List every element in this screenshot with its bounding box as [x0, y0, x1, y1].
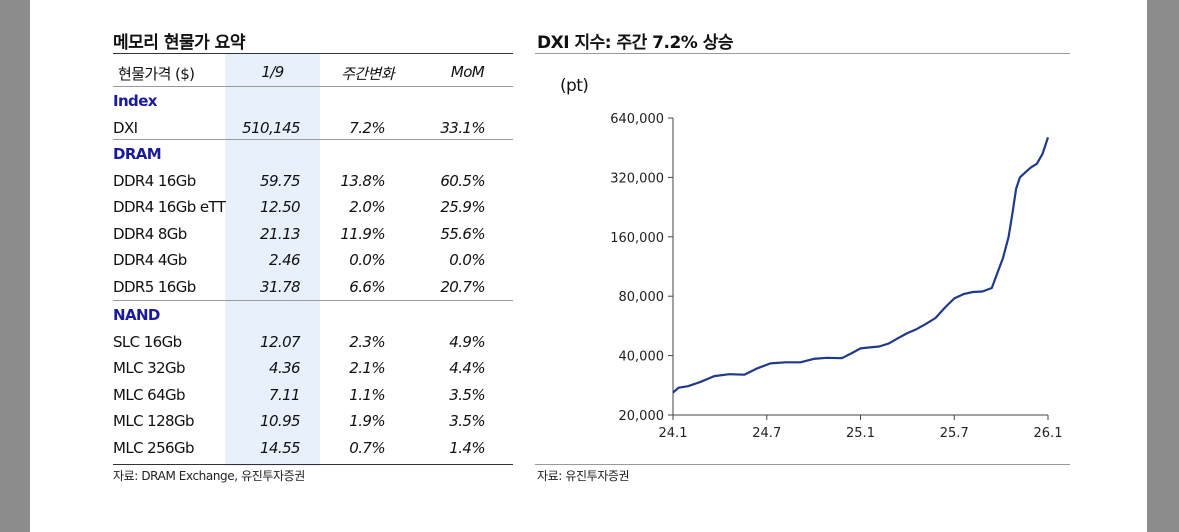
row-mom: 20.7% [440, 277, 485, 296]
y-tick-label: 320,000 [610, 171, 664, 186]
header-date: 1/9 [261, 63, 284, 81]
header-item: 현물가격 ($) [118, 65, 195, 83]
x-tick-label: 25.1 [846, 426, 875, 441]
table-bottom-rule [113, 464, 513, 465]
header-rule [113, 86, 513, 87]
row-price: 59.75 [260, 171, 301, 190]
row-item: DDR4 8Gb [113, 224, 187, 243]
x-tick-label: 26.1 [1034, 426, 1063, 441]
y-tick-label: 160,000 [610, 231, 664, 246]
y-tick-label: 20,000 [619, 409, 665, 424]
row-mom: 60.5% [440, 171, 485, 190]
chart-bottom-rule [535, 464, 1070, 465]
row-wow: 11.9% [340, 224, 385, 243]
row-mom: 55.6% [440, 224, 485, 243]
row-mom: 1.4% [449, 438, 485, 457]
y-axis: 20,000 40,000 80,000 160,000 320,000 640,000 [610, 112, 674, 424]
row-price: 2.46 [269, 251, 301, 269]
x-axis: 24.1 24.7 25.1 25.7 26.1 [659, 414, 1063, 441]
row-item: DDR4 4Gb [113, 251, 187, 269]
row-mom: 33.1% [440, 118, 485, 137]
row-price: 4.36 [269, 359, 301, 377]
chart-title: DXI 지수: 주간 7.2% 상승 [537, 33, 734, 53]
x-tick-label: 25.7 [940, 426, 969, 441]
group-header: Index [113, 92, 157, 110]
row-item: DDR4 16Gb [113, 171, 196, 190]
chart-top-rule [535, 53, 1070, 54]
row-price: 31.78 [260, 277, 301, 296]
y-tick-label: 40,000 [619, 350, 665, 365]
row-item: SLC 16Gb [113, 332, 182, 351]
series-layer [672, 137, 1050, 394]
group-header: NAND [113, 306, 160, 324]
row-item: DXI [113, 118, 138, 137]
row-price: 14.55 [260, 438, 301, 457]
x-tick-label: 24.7 [752, 426, 781, 441]
row-item: DDR5 16Gb [113, 277, 196, 296]
row-price: 510,145 [242, 118, 300, 137]
row-item: MLC 64Gb [113, 385, 186, 404]
row-item: MLC 256Gb [113, 438, 195, 457]
row-price: 7.11 [269, 385, 301, 404]
group-divider [113, 139, 513, 140]
row-mom: 3.5% [449, 412, 485, 430]
group-header: DRAM [113, 145, 162, 163]
group-divider [113, 300, 513, 301]
y-tick-label: 80,000 [619, 290, 665, 305]
row-wow: 0.0% [349, 251, 385, 269]
row-price: 12.07 [260, 332, 301, 351]
row-mom: 4.9% [449, 332, 485, 351]
row-item: DDR4 16Gb eTT [113, 198, 226, 216]
x-tick-label: 24.1 [659, 426, 688, 441]
row-wow: 0.7% [349, 438, 385, 457]
row-wow: 6.6% [349, 277, 385, 296]
dxi-series-line [672, 137, 1050, 394]
row-price: 12.50 [260, 198, 301, 216]
row-mom: 3.5% [449, 385, 485, 404]
row-price: 21.13 [260, 224, 301, 243]
y-axis-unit: (pt) [560, 76, 589, 96]
header-wow: 주간변화 [341, 65, 394, 83]
row-wow: 1.9% [349, 412, 385, 430]
row-item: MLC 32Gb [113, 359, 186, 377]
dxi-line-chart: 20,00040,00080,000160,000320,000640,000 … [610, 112, 1063, 441]
row-wow: 7.2% [349, 118, 385, 137]
table-title: 메모리 현물가 요약 [113, 33, 245, 53]
report-sheet: 메모리 현물가 요약 현물가격 ($) 1/9 주간변화 MoM Index DX… [30, 0, 1147, 532]
row-mom: 25.9% [440, 198, 485, 216]
row-wow: 2.3% [349, 332, 385, 351]
row-mom: 4.4% [449, 359, 485, 377]
y-tick-label: 640,000 [610, 112, 664, 127]
current-column-highlight [225, 54, 320, 466]
table-source: 자료: DRAM Exchange, 유진투자증권 [113, 469, 305, 483]
header-mom: MoM [450, 63, 485, 81]
row-wow: 2.1% [349, 359, 385, 377]
row-item: MLC 128Gb [113, 412, 195, 430]
chart-source: 자료: 유진투자증권 [537, 469, 630, 483]
table-top-rule [113, 53, 513, 54]
row-wow: 13.8% [340, 171, 385, 190]
row-mom: 0.0% [449, 251, 485, 269]
row-wow: 1.1% [349, 385, 385, 404]
row-price: 10.95 [260, 412, 301, 430]
row-wow: 2.0% [349, 198, 385, 216]
